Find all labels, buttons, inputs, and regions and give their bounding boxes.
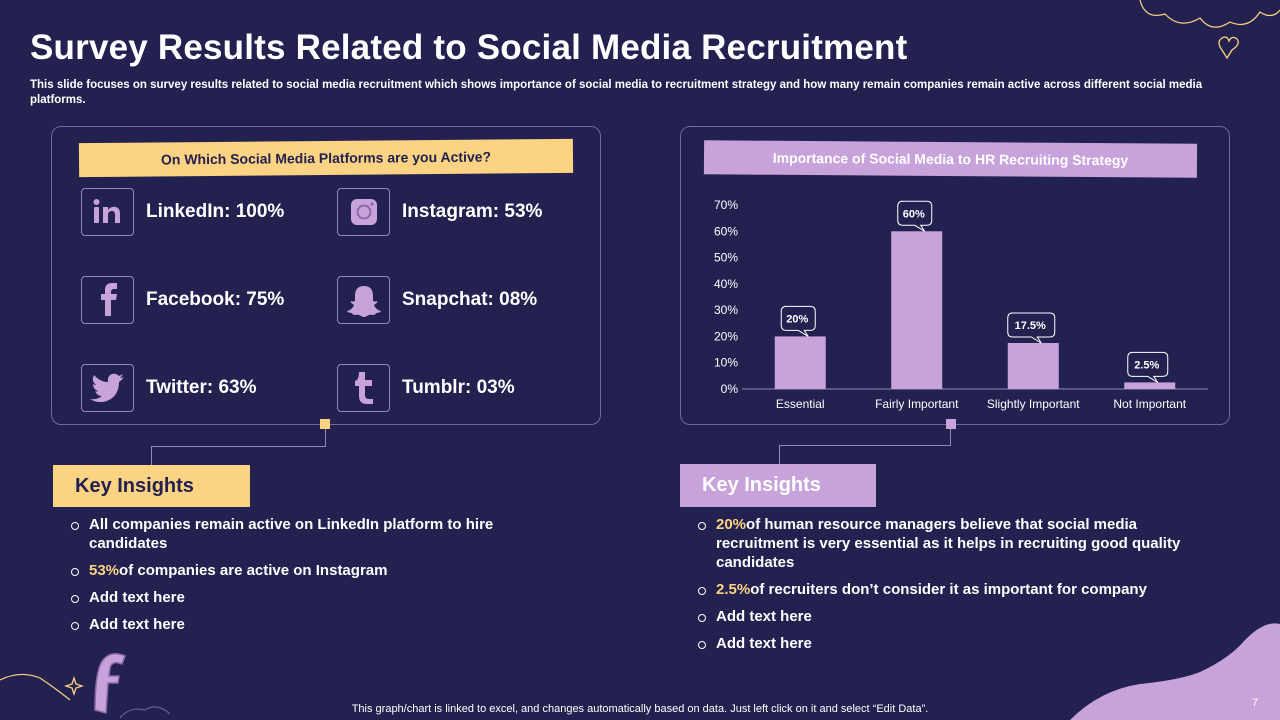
key-insights-right-list: 20%of human resource managers believe th… (697, 515, 1217, 661)
y-tick-label: 70% (714, 198, 738, 212)
x-tick-label: Slightly Important (987, 397, 1080, 411)
y-tick-label: 10% (714, 356, 738, 370)
facebook-icon (81, 276, 134, 324)
list-item: 2.5%of recruiters don’t consider it as i… (697, 580, 1217, 599)
list-item: All companies remain active on LinkedIn … (70, 515, 560, 553)
key-insights-left-list: All companies remain active on LinkedIn … (70, 515, 560, 642)
sparkle-icon (63, 675, 85, 697)
tumblr-icon (337, 364, 390, 412)
bar (1124, 382, 1176, 389)
footer-note: This graph/chart is linked to excel, and… (351, 703, 929, 715)
data-label: 20% (786, 313, 808, 325)
y-tick-label: 0% (721, 382, 739, 396)
platforms-heading: On Which Social Media Platforms are you … (78, 138, 574, 178)
connector-line-left (151, 427, 326, 447)
connector-line-right (779, 427, 951, 446)
connector-line-right-drop (779, 445, 780, 465)
heart-icon (1218, 36, 1239, 60)
platform-instagram: Instagram: 53% (337, 188, 542, 236)
y-tick-label: 50% (714, 251, 738, 265)
list-item: Add text here (697, 634, 1217, 653)
platform-twitter: Twitter: 63% (81, 364, 257, 412)
y-tick-label: 60% (714, 224, 738, 238)
chart-heading: Importance of Social Media to HR Recruit… (703, 140, 1198, 178)
x-tick-label: Fairly Important (875, 397, 959, 411)
decorative-swirl-top (1139, 0, 1280, 60)
key-insights-left-heading: Key Insights (53, 465, 250, 507)
platform-label: Instagram: 53% (402, 201, 543, 222)
data-label-callout (897, 200, 933, 232)
connector-dot-left (320, 419, 330, 429)
platform-facebook: Facebook: 75% (81, 276, 284, 324)
platform-snapchat: Snapchat: 08% (337, 276, 537, 324)
instagram-icon (337, 188, 390, 236)
list-item: Add text here (70, 588, 560, 607)
platform-label: Facebook: 75% (146, 289, 285, 310)
decorative-wave-bottom (1070, 623, 1280, 720)
page-subtitle: This slide focuses on survey results rel… (30, 79, 1203, 106)
x-tick-label: Not Important (1113, 397, 1186, 411)
y-tick-label: 20% (714, 329, 738, 343)
platform-label: Tumblr: 03% (402, 377, 515, 398)
list-item: 53%of companies are active on Instagram (70, 561, 560, 580)
page-number: 7 (1251, 697, 1258, 709)
connector-line-left-drop (151, 446, 152, 466)
list-item: Add text here (70, 615, 560, 634)
data-label: 2.5% (1134, 359, 1159, 371)
key-insights-right-heading: Key Insights (680, 464, 876, 507)
importance-bar-chart: 0% 10% 20% 30% 40% 50% 60% 70% Essential 20% Fairl… (714, 198, 1208, 411)
data-label-callout (780, 305, 816, 337)
linkedin-icon (81, 188, 134, 236)
connector-dot-right (946, 419, 956, 429)
y-tick-label: 30% (714, 303, 738, 317)
data-label: 17.5% (1015, 320, 1046, 332)
data-label-callout (1007, 312, 1056, 344)
platform-label: LinkedIn: 100% (146, 201, 285, 222)
bar (774, 336, 826, 389)
x-tick-label: Essential (776, 397, 825, 411)
platform-label: Twitter: 63% (146, 377, 257, 398)
platform-linkedin: LinkedIn: 100% (81, 188, 284, 236)
bar (1007, 343, 1059, 389)
platform-tumblr: Tumblr: 03% (337, 364, 515, 412)
list-item: Add text here (697, 607, 1217, 626)
data-label-callout (1127, 351, 1169, 383)
list-item: 20%of human resource managers believe th… (697, 515, 1217, 572)
platform-label: Snapchat: 08% (402, 289, 538, 310)
bar (891, 231, 943, 389)
snapchat-icon (337, 276, 390, 324)
data-label: 60% (903, 208, 925, 220)
page-title: Survey Results Related to Social Media R… (30, 28, 908, 67)
decorative-facebook-letter (0, 653, 170, 719)
twitter-icon (81, 364, 134, 412)
y-tick-label: 40% (714, 277, 738, 291)
